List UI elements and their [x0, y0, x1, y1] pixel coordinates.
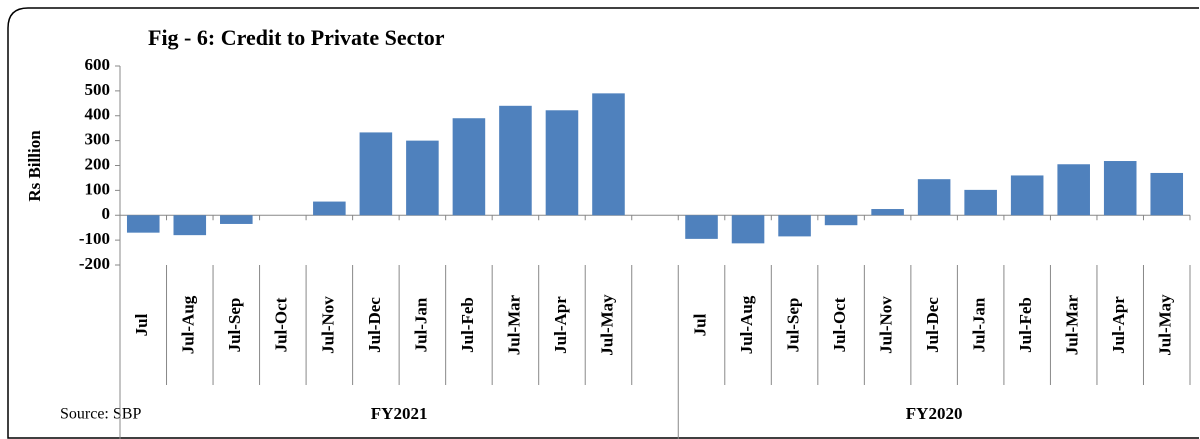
bar: [359, 132, 393, 216]
bar: [824, 215, 858, 226]
bar: [220, 215, 253, 224]
bar: [452, 118, 486, 216]
chart-title: Fig - 6: Credit to Private Sector: [148, 25, 445, 50]
x-tick-label: Jul-Aug: [737, 295, 756, 354]
bar: [871, 209, 904, 216]
y-tick-label: 200: [85, 154, 111, 173]
x-tick-label: Jul: [132, 313, 151, 336]
bar: [173, 215, 207, 236]
x-tick-label: Jul-Mar: [1063, 294, 1082, 355]
bar: [731, 215, 765, 244]
x-tick-label: Jul-Oct: [272, 297, 291, 352]
x-tick-label: Jul-Feb: [1016, 297, 1035, 353]
bar: [592, 93, 625, 216]
bar: [964, 189, 997, 216]
frame: [7, 7, 1199, 439]
bar: [917, 179, 951, 216]
bar: [313, 201, 346, 216]
bar: [1103, 161, 1137, 216]
x-tick-label: Jul-Sep: [225, 298, 244, 353]
x-tick-label: Jul-Oct: [830, 297, 849, 352]
y-axis-label: Rs Billion: [25, 130, 44, 202]
x-tick-label: Jul-May: [1156, 294, 1175, 356]
source: Source: SBP: [60, 406, 141, 423]
y-tick-label: 600: [85, 55, 111, 74]
x-tick-label: Jul-Jan: [411, 297, 430, 352]
x-tick-label: Jul-Aug: [179, 295, 198, 354]
bar: [1150, 172, 1184, 216]
x-tick-label: Jul-Feb: [458, 297, 477, 353]
bar: [1010, 175, 1044, 216]
y-tick-label: 500: [85, 80, 111, 99]
x-tick-label: Jul-Dec: [923, 297, 942, 353]
bar: [685, 215, 718, 239]
x-tick-label: Jul-Apr: [551, 296, 570, 354]
x-tick-label: Jul: [690, 313, 709, 336]
x-tick-label: Jul-Mar: [504, 294, 523, 355]
group-label: FY2021: [371, 404, 428, 423]
group-label: FY2020: [906, 404, 963, 423]
y-tick-label: 0: [102, 204, 111, 223]
x-tick-label: Jul-May: [597, 294, 616, 356]
y-tick-label: 100: [85, 179, 111, 198]
y-tick-label: 300: [85, 130, 111, 149]
y-tick-label: 400: [85, 105, 111, 124]
y-tick-label: -100: [79, 229, 110, 248]
x-tick-label: Jul-Nov: [877, 296, 896, 354]
bar: [499, 105, 532, 216]
x-tick-label: Jul-Dec: [365, 297, 384, 353]
x-tick-label: Jul-Nov: [318, 296, 337, 354]
bar: [1057, 164, 1090, 216]
bar: [126, 215, 160, 233]
x-tick-label: Jul-Jan: [970, 297, 989, 352]
bar: [545, 110, 579, 216]
x-tick-label: Jul-Apr: [1109, 296, 1128, 354]
bar: [778, 215, 811, 237]
bar: [406, 140, 439, 216]
x-tick-label: Jul-Sep: [783, 298, 802, 353]
y-tick-label: -200: [79, 254, 110, 273]
